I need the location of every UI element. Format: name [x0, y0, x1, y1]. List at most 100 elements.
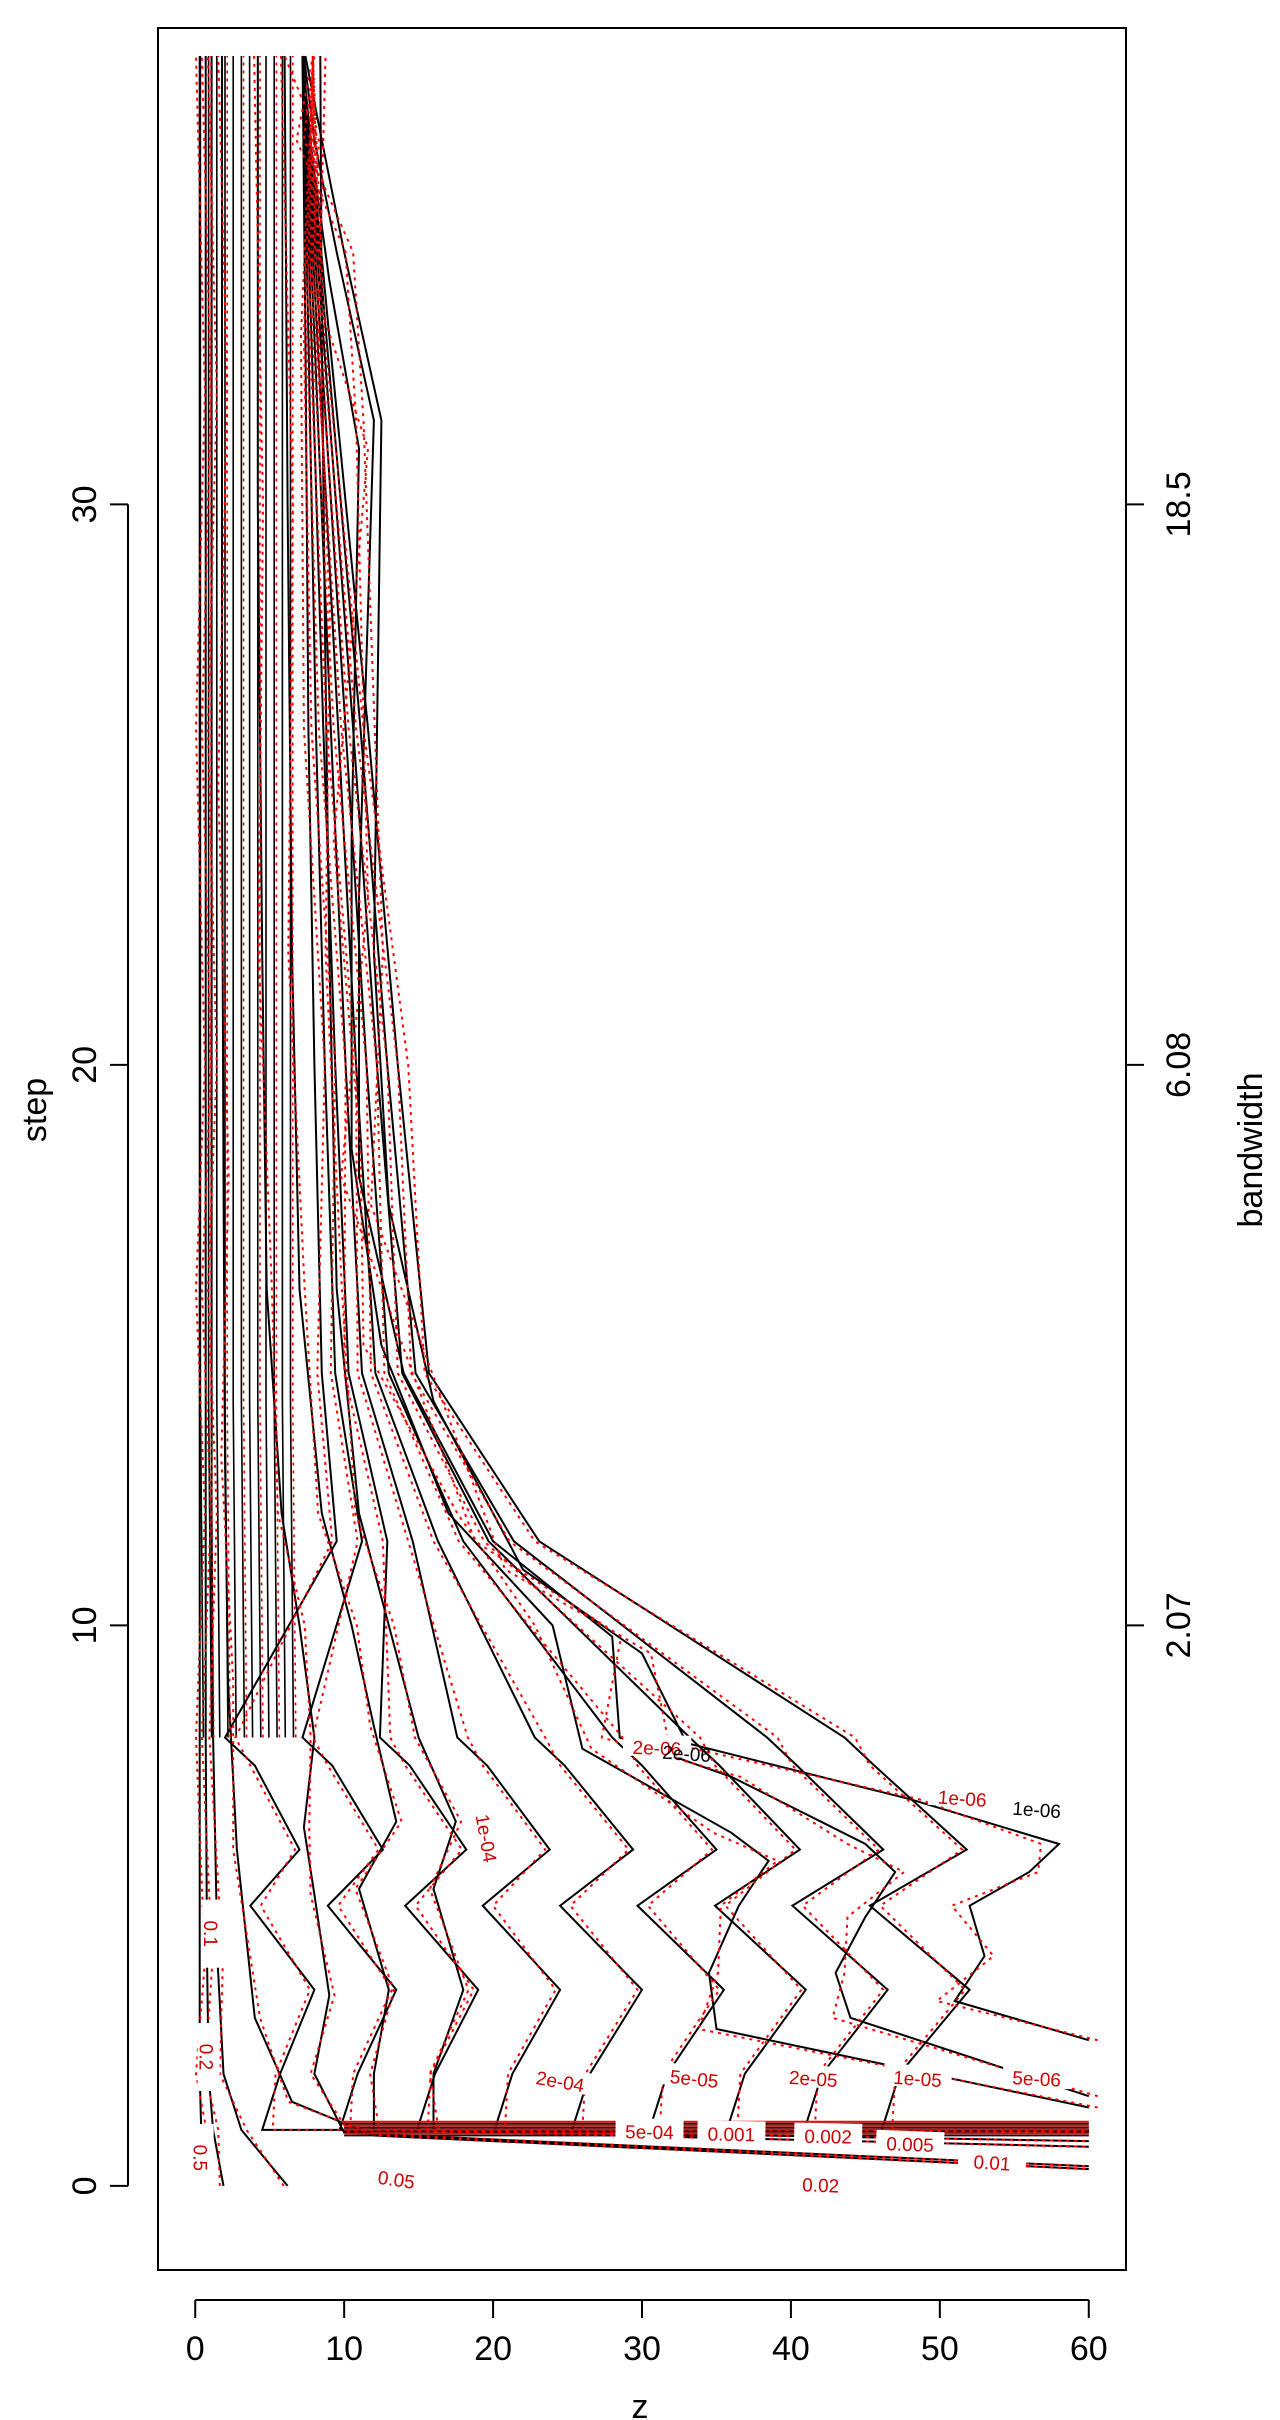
contour-level-label: 1e-05	[892, 2068, 942, 2092]
contour-level-label: 1e-06	[937, 1788, 987, 1812]
contour-line-dotted	[311, 55, 1085, 2133]
contour-label-bg	[659, 2061, 730, 2091]
contour-label-bg	[525, 2062, 597, 2097]
y-tick-label: 0	[66, 2176, 104, 2195]
contour-label-bg	[697, 2120, 766, 2144]
contour-line-solid	[319, 55, 1089, 2143]
contour-line-solid	[283, 55, 1089, 2148]
contour-line-solid	[304, 55, 1090, 2042]
right-tick-label: 6.08	[1160, 1032, 1198, 1098]
contour-line-solid	[301, 55, 1090, 2109]
contour-level-label: 0.002	[804, 2127, 852, 2149]
contour-line-dotted	[292, 56, 297, 1738]
contour-labels: 0.5 0.2 0.1 0.05 0.02 0.01 0.005 0.002 0.001 5e-0…	[189, 1733, 1072, 2198]
contour-line-dotted	[295, 55, 1098, 2098]
contour-line-dotted	[279, 55, 1086, 2148]
contour-label-bg	[927, 1782, 998, 1810]
contour-level-label: 2e-05	[788, 2068, 838, 2092]
x-tick-label: 50	[921, 2330, 959, 2368]
contour-line-solid	[301, 55, 1089, 2132]
contour-line-dotted	[311, 55, 1085, 2134]
contour-line-dotted	[311, 55, 1085, 2133]
contour-line-solid	[301, 55, 1089, 2132]
x-axis-title: z	[632, 2388, 649, 2420]
contour-line-solid	[301, 55, 1089, 2132]
contour-level-label: 2e-06	[632, 1738, 681, 1761]
contour-label-bg	[786, 2170, 856, 2196]
contour-line-solid	[248, 56, 254, 1738]
contour-line-dotted	[308, 55, 1085, 2132]
contour-level-label: 5e-04	[625, 2122, 674, 2144]
contour-line-solid	[281, 56, 287, 1738]
contour-level-label: 0.02	[802, 2175, 840, 2197]
contour-line-dotted	[305, 55, 1085, 2132]
contour-line-dotted	[253, 55, 1086, 2168]
right-tick-label: 18.5	[1160, 471, 1198, 537]
right-tick-label: 2.07	[1160, 1592, 1198, 1658]
contour-level-label: 0.01	[973, 2152, 1011, 2176]
contour-line-solid	[302, 55, 1090, 2098]
contour-line-dotted	[200, 55, 221, 2186]
contour-line-dotted	[311, 56, 1085, 2132]
contour-line-solid	[216, 56, 221, 1738]
y-tick-label: 20	[66, 1046, 104, 1084]
contour-line-dotted	[242, 56, 248, 1738]
contour-line-solid	[273, 56, 278, 1738]
contour-label-bg	[883, 2063, 953, 2090]
contour-label-bg	[957, 2147, 1027, 2174]
y-tick-label: 30	[66, 486, 104, 524]
contour-label-bg	[778, 2063, 849, 2090]
contour-level-label: 0.2	[195, 2044, 216, 2070]
contour-line-solid	[301, 55, 1089, 2133]
right-axis-title: bandwidth	[1232, 1072, 1270, 1227]
contour-line-dotted	[302, 55, 1085, 2132]
plot-frame	[157, 27, 1127, 2271]
x-tick-label: 20	[474, 2330, 512, 2368]
contour-label-bg	[191, 2123, 214, 2192]
y-tick-label: 10	[66, 1607, 104, 1645]
x-tick-label: 0	[186, 2330, 205, 2368]
contour-label-bg	[794, 2122, 863, 2146]
contour-line-dotted	[226, 56, 231, 1738]
contour-level-label: 2e-06	[662, 1743, 712, 1767]
contour-line-solid	[256, 56, 1089, 2168]
contour-line-solid	[301, 55, 1089, 2133]
x-tick-label: 60	[1070, 2330, 1108, 2368]
y-axis-title: step	[16, 1078, 54, 1142]
contour-line-solid	[240, 56, 246, 1738]
contour-line-solid	[224, 56, 229, 1738]
contour-level-label: 0.1	[199, 1920, 220, 1946]
contour-level-label: 5e-06	[1012, 2068, 1062, 2092]
contour-line-solid	[257, 56, 262, 1738]
contour-label-bg	[615, 2118, 684, 2142]
contour-label-bg	[875, 2129, 945, 2155]
x-tick-label: 40	[772, 2330, 810, 2368]
contour-label-bg	[622, 1733, 692, 1758]
contour-line-solid	[232, 56, 237, 1738]
contour-label-bg	[471, 1802, 506, 1874]
contour-line-solid	[301, 55, 1089, 2134]
contour-line-dotted	[234, 55, 1085, 2131]
contour-line-dotted	[302, 55, 1098, 2042]
contour-level-label: 0.005	[886, 2134, 934, 2157]
contour-line-solid	[223, 55, 1089, 2131]
contour-label-bg	[202, 1899, 225, 1968]
contour-level-label: 0.05	[376, 2168, 416, 2194]
contour-line-dotted	[206, 55, 285, 2187]
axes: 0 10 20 30 40 50 60 0 10 20 30 2.07 6.08 18.5	[66, 471, 1198, 2368]
contour-level-label: 5e-05	[669, 2067, 720, 2093]
contour-line-dotted	[217, 55, 1086, 2171]
contour-line-dotted	[259, 56, 264, 1738]
contour-line-solid	[265, 56, 270, 1738]
x-tick-label: 30	[623, 2330, 661, 2368]
contour-label-bg	[361, 2161, 432, 2193]
contour-line-dotted	[194, 55, 208, 2187]
contour-label-bg	[1002, 2063, 1072, 2090]
contours-red	[194, 55, 1098, 2187]
contour-level-label: 0.5	[189, 2145, 210, 2171]
x-tick-label: 10	[325, 2330, 363, 2368]
contour-line-dotted	[210, 56, 215, 1738]
contour-line-solid	[301, 55, 1089, 2132]
contour-label-bg	[197, 2023, 220, 2092]
contours-black	[198, 55, 1090, 2187]
